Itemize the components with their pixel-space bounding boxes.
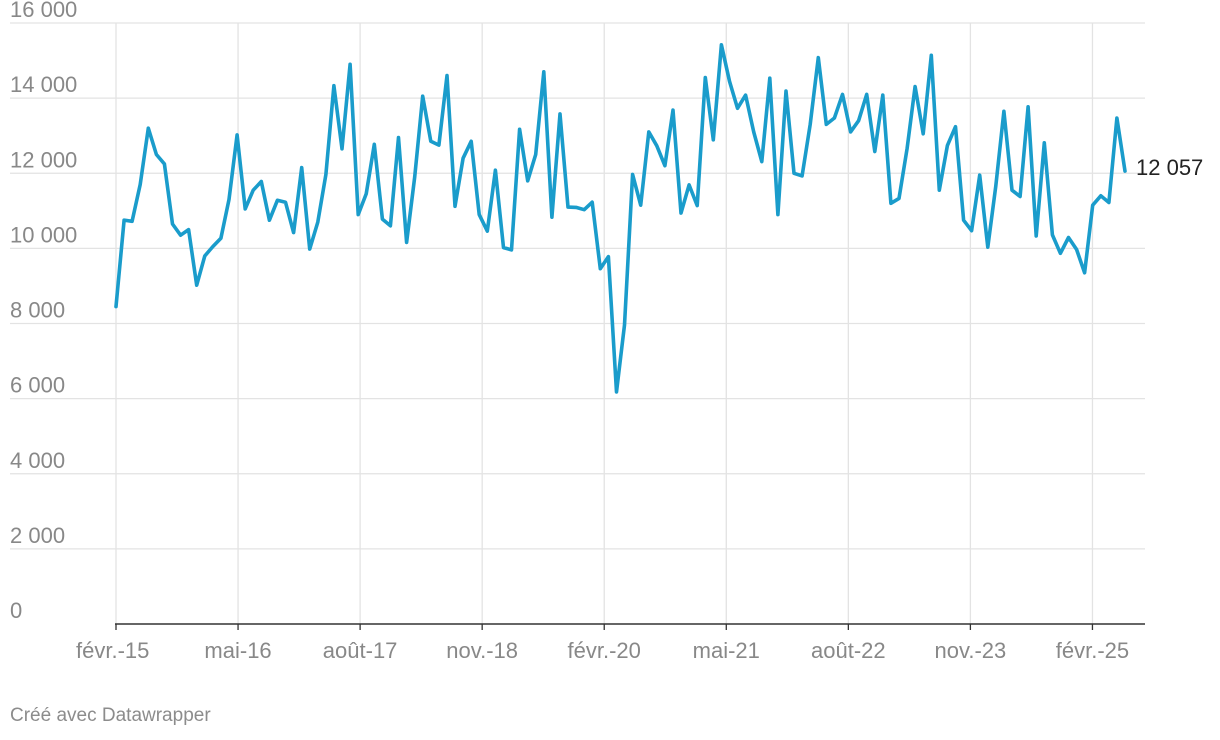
y-tick-label: 12 000 xyxy=(10,147,77,172)
x-tick-label: févr.-15 xyxy=(76,638,149,663)
x-tick-label: nov.-18 xyxy=(446,638,518,663)
x-tick-label: nov.-23 xyxy=(935,638,1007,663)
y-tick-label: 4 000 xyxy=(10,448,65,473)
y-tick-label: 0 xyxy=(10,598,22,623)
x-axis-ticks: févr.-15 mai-16 août-17 nov.-18 févr.-20 mai-… xyxy=(76,624,1129,663)
x-tick-label: août-22 xyxy=(811,638,886,663)
y-tick-label: 2 000 xyxy=(10,523,65,548)
y-tick-label: 6 000 xyxy=(10,373,65,398)
credit-text: Créé avec Datawrapper xyxy=(10,705,211,726)
x-tick-label: mai-16 xyxy=(204,638,271,663)
y-tick-label: 16 000 xyxy=(10,0,77,22)
y-axis-ticks: 0 2 000 4 000 6 000 8 000 10 000 12 000 14 000 1… xyxy=(10,0,77,623)
x-tick-label: mai-21 xyxy=(693,638,760,663)
x-tick-label: févr.-25 xyxy=(1056,638,1129,663)
x-tick-label: août-17 xyxy=(323,638,398,663)
series-line xyxy=(114,43,1127,394)
y-tick-label: 14 000 xyxy=(10,72,77,97)
gridlines xyxy=(10,22,1145,624)
y-tick-label: 8 000 xyxy=(10,298,65,323)
line-chart: 0 2 000 4 000 6 000 8 000 10 000 12 000 14 000 1… xyxy=(10,0,1203,663)
y-tick-label: 10 000 xyxy=(10,222,77,247)
x-tick-label: févr.-20 xyxy=(568,638,641,663)
end-value-label: 12 057 xyxy=(1136,155,1203,180)
